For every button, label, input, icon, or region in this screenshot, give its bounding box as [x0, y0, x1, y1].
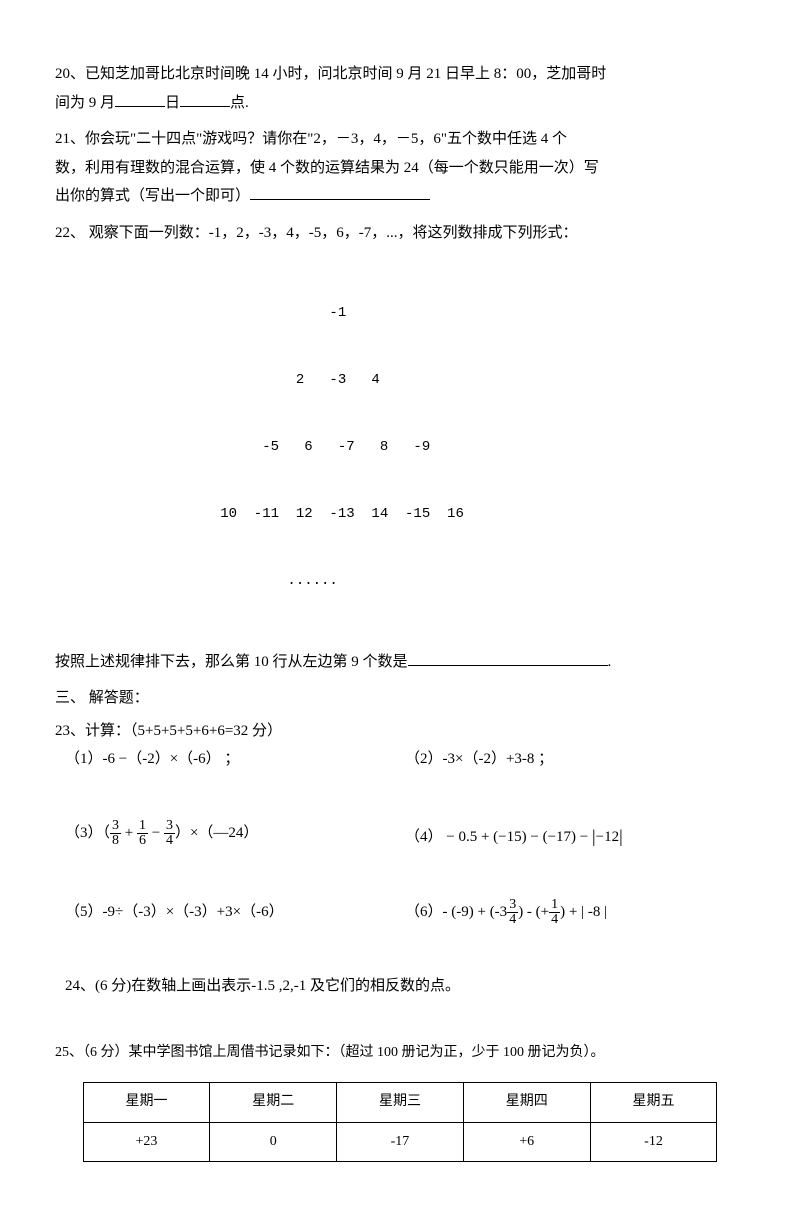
fraction-3-8: 38 — [110, 819, 121, 848]
q20-line2b: 日 — [165, 95, 180, 111]
p3-b: + — [121, 825, 137, 841]
blank-hour[interactable] — [180, 91, 230, 107]
table-data-row: +23 0 -17 +6 -12 — [83, 1122, 717, 1162]
q23-num: 23、 — [55, 723, 85, 739]
val-tue: 0 — [210, 1122, 337, 1162]
q24-text: (6 分)在数轴上画出表示-1.5 ,2,-1 及它们的相反数的点。 — [95, 978, 460, 994]
fraction-1-6: 16 — [137, 819, 148, 848]
calc-item-1: （1）-6 −（-2）×（-6） ； — [65, 745, 405, 774]
p6-c: ) + | -8 | — [560, 904, 607, 920]
val-fri: -12 — [590, 1122, 717, 1162]
pyramid-dots: ...... — [195, 570, 745, 592]
pyramid-row-4: 10 -11 12 -13 14 -15 16 — [195, 503, 745, 525]
q25-num: 25、 — [55, 1045, 83, 1060]
q22-question: 按照上述规律排下去，那么第 10 行从左边第 9 个数是 — [55, 654, 408, 670]
q21-line1: 你会玩"二十四点"游戏吗？请你在"2，－3，4，－5，6"五个数中任选 4 个 — [85, 131, 567, 147]
q22-text: 观察下面一列数：-1，2，-3，4，-5，6，-7，...，将这列数排成下列形式… — [85, 225, 577, 241]
q21-line3: 出你的算式（写出一个即可） — [55, 188, 250, 204]
q24-num: 24、 — [65, 978, 95, 994]
pyramid-row-1: -1 — [195, 302, 745, 324]
col-tue: 星期二 — [210, 1082, 337, 1122]
calc-item-5: （5）-9÷（-3）×（-3）+3×（-6） — [65, 898, 405, 927]
pyramid-row-3: -5 6 -7 8 -9 — [195, 436, 745, 458]
library-table: 星期一 星期二 星期三 星期四 星期五 +23 0 -17 +6 -12 — [83, 1082, 718, 1162]
q21-num: 21、 — [55, 131, 85, 147]
abs-value: −12 — [592, 819, 623, 853]
question-23: 23、计算：（5+5+5+5+6+6=32 分） （1）-6 −（-2）×（-6… — [55, 717, 745, 927]
val-thu: +6 — [463, 1122, 590, 1162]
p3-d: ）×（—24） — [175, 825, 258, 841]
p4-a: （4） − 0.5 + (−15) − (−17) − — [405, 829, 592, 845]
q20-line2a: 间为 9 月 — [55, 95, 115, 111]
fraction-6b: 14 — [549, 898, 560, 927]
calc-item-4: （4） − 0.5 + (−15) − (−17) − −12 — [405, 819, 745, 853]
p6-a: （6）- (-9) + (-3 — [405, 904, 507, 920]
col-wed: 星期三 — [337, 1082, 464, 1122]
q22-num: 22、 — [55, 225, 85, 241]
calc-item-6: （6）- (-9) + (-334) - (+14) + | -8 | — [405, 898, 745, 927]
col-fri: 星期五 — [590, 1082, 717, 1122]
col-mon: 星期一 — [83, 1082, 210, 1122]
p6-b: ) - (+ — [518, 904, 549, 920]
blank-expression[interactable] — [250, 184, 430, 200]
p3-a: （3）（ — [65, 825, 110, 841]
q20-num: 20、 — [55, 66, 85, 82]
q25-text: （6 分）某中学图书馆上周借书记录如下：（超过 100 册记为正，少于 100 … — [83, 1045, 605, 1060]
val-wed: -17 — [337, 1122, 464, 1162]
fraction-3-4: 34 — [164, 819, 175, 848]
q22-period: . — [608, 654, 612, 670]
question-24: 24、(6 分)在数轴上画出表示-1.5 ,2,-1 及它们的相反数的点。 — [65, 972, 745, 1001]
blank-answer-22[interactable] — [408, 650, 608, 666]
val-mon: +23 — [83, 1122, 210, 1162]
calc-row-3: （5）-9÷（-3）×（-3）+3×（-6） （6）- (-9) + (-334… — [65, 898, 745, 927]
fraction-6a: 34 — [507, 898, 518, 927]
p3-c: − — [148, 825, 164, 841]
question-22: 22、 观察下面一列数：-1，2，-3，4，-5，6，-7，...，将这列数排成… — [55, 219, 745, 677]
section-3-title: 三、 解答题： — [55, 684, 745, 713]
question-25: 25、（6 分）某中学图书馆上周借书记录如下：（超过 100 册记为正，少于 1… — [55, 1040, 745, 1162]
table-header-row: 星期一 星期二 星期三 星期四 星期五 — [83, 1082, 717, 1122]
calc-item-2: （2）-3×（-2）+3-8 ； — [405, 745, 745, 774]
calc-row-2: （3）（38 + 16 − 34）×（—24） （4） − 0.5 + (−15… — [65, 819, 745, 853]
pyramid-row-2: 2 -3 4 — [195, 369, 745, 391]
col-thu: 星期四 — [463, 1082, 590, 1122]
q20-line1: 已知芝加哥比北京时间晚 14 小时，问北京时间 9 月 21 日早上 8：00，… — [85, 66, 606, 82]
question-20: 20、已知芝加哥比北京时间晚 14 小时，问北京时间 9 月 21 日早上 8：… — [55, 60, 745, 117]
question-21: 21、你会玩"二十四点"游戏吗？请你在"2，－3，4，－5，6"五个数中任选 4… — [55, 125, 745, 211]
blank-day[interactable] — [115, 91, 165, 107]
q21-line2: 数，利用有理数的混合运算，使 4 个数的运算结果为 24（每一个数只能用一次）写 — [55, 160, 599, 176]
number-pyramid: -1 2 -3 4 -5 6 -7 8 -9 10 -11 12 -13 14 … — [195, 257, 745, 638]
q20-line2c: 点. — [230, 95, 249, 111]
q23-text: 计算：（5+5+5+5+6+6=32 分） — [85, 723, 282, 739]
calc-row-1: （1）-6 −（-2）×（-6） ； （2）-3×（-2）+3-8 ； — [65, 745, 745, 774]
calc-item-3: （3）（38 + 16 − 34）×（—24） — [65, 819, 405, 853]
